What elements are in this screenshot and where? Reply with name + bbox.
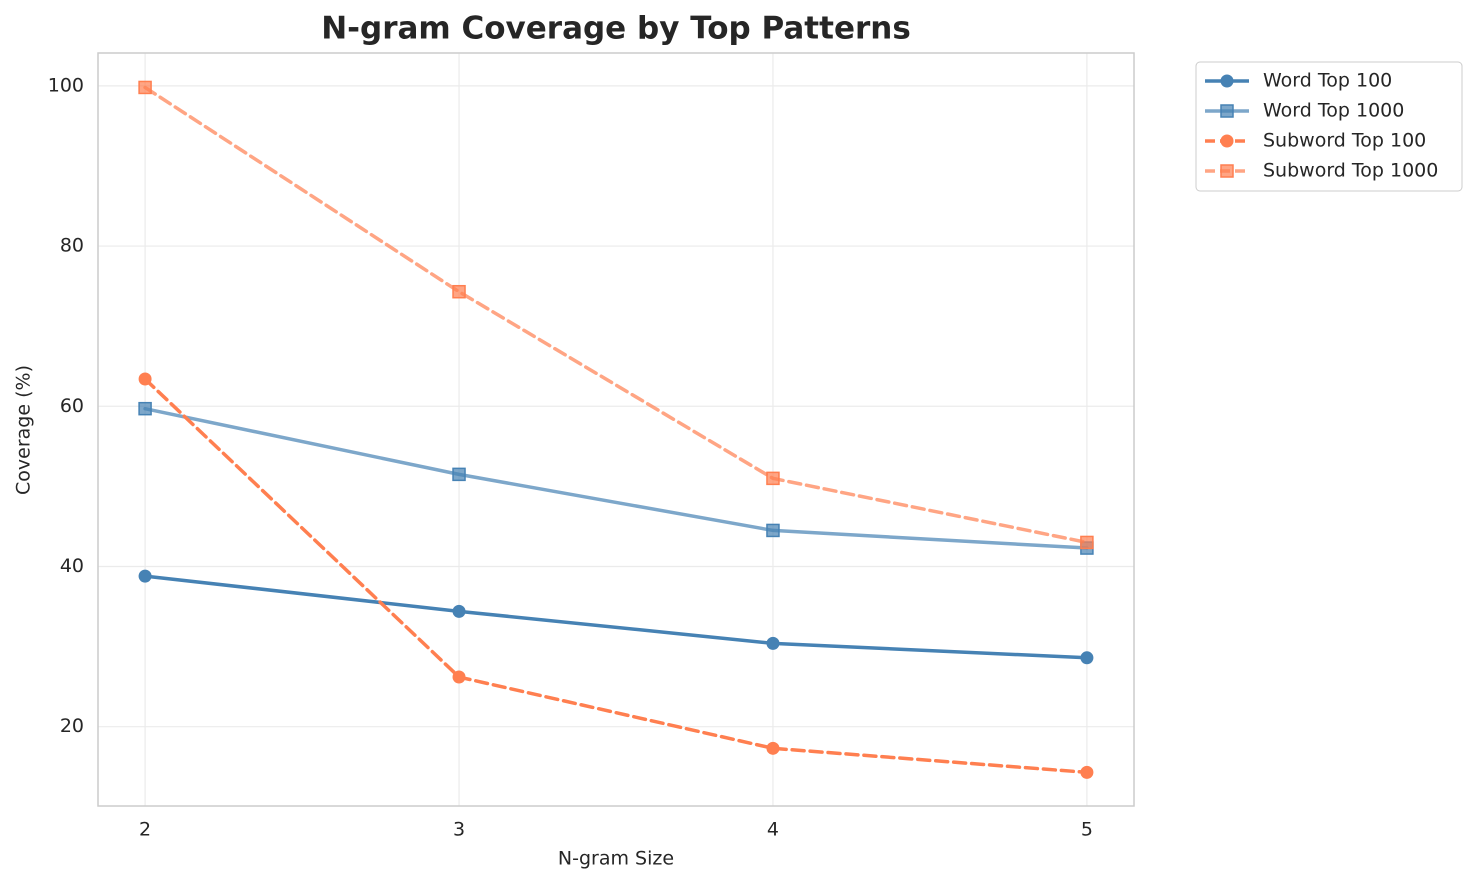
legend <box>1195 61 1463 192</box>
grid <box>98 53 1134 806</box>
legend-marker <box>1220 104 1234 118</box>
legend-marker <box>1220 164 1234 178</box>
x-tick-label: 4 <box>767 819 779 841</box>
marker <box>1080 651 1094 665</box>
y-tick-label: 20 <box>60 715 84 737</box>
marker <box>452 604 466 618</box>
marker <box>452 670 466 684</box>
marker <box>452 284 466 299</box>
legend-marker <box>1220 134 1234 148</box>
data-line <box>143 574 1089 660</box>
data-line <box>143 406 1089 550</box>
chart-title: N-gram Coverage by Top Patterns <box>321 11 911 47</box>
x-tick-label: 5 <box>1081 819 1093 841</box>
marker <box>766 741 780 755</box>
legend-label: Word Top 100 <box>1263 70 1392 92</box>
y-tick-label: 60 <box>60 395 84 417</box>
x-axis-label: N-gram Size <box>558 848 674 870</box>
legend-label: Subword Top 1000 <box>1263 160 1438 182</box>
marker <box>766 523 780 538</box>
y-tick-label: 80 <box>60 235 84 257</box>
marker <box>452 467 466 482</box>
y-tick-label: 100 <box>48 74 84 96</box>
marker <box>766 636 780 650</box>
y-tick-label: 40 <box>60 555 84 577</box>
marker <box>138 569 152 583</box>
data-line <box>143 85 1089 545</box>
marker <box>1080 535 1094 550</box>
marker <box>138 372 152 386</box>
marker <box>1080 765 1094 779</box>
y-axis-label: Coverage (%) <box>13 365 35 495</box>
x-tick-label: 2 <box>139 819 151 841</box>
marker <box>766 471 780 486</box>
marker <box>138 401 152 416</box>
data-line <box>143 377 1089 775</box>
legend-label: Word Top 1000 <box>1263 100 1404 122</box>
legend-marker <box>1220 74 1234 88</box>
marker <box>138 80 152 95</box>
x-tick-label: 3 <box>453 819 465 841</box>
plot-frame <box>97 52 1135 807</box>
legend-label: Subword Top 100 <box>1263 130 1426 152</box>
